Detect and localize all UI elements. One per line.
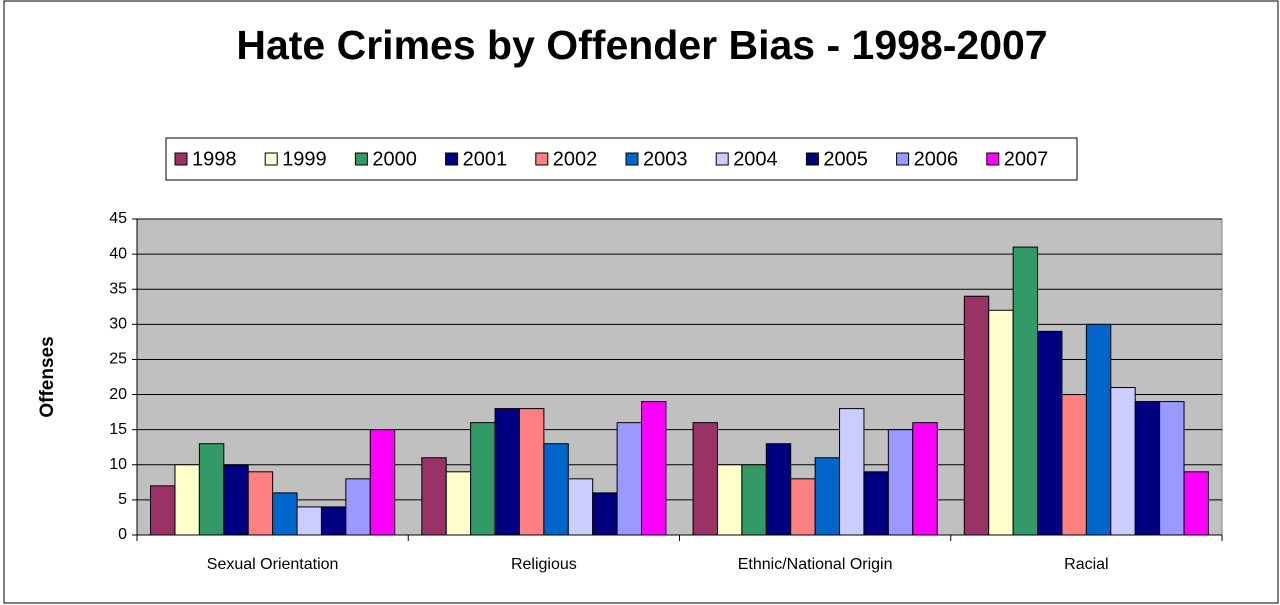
- bar: [616, 422, 643, 536]
- bar: [1012, 246, 1039, 536]
- y-tick-label: 30: [109, 316, 127, 333]
- bar: [369, 429, 396, 536]
- bar: [641, 401, 667, 536]
- legend-swatch: [805, 152, 819, 166]
- legend-swatch: [896, 152, 910, 166]
- bar: [765, 443, 792, 536]
- bar: [1085, 323, 1112, 536]
- bar: [839, 408, 865, 536]
- bar: [345, 478, 371, 536]
- legend-label: 2007: [1004, 148, 1049, 170]
- y-tick-label: 20: [109, 386, 127, 403]
- bar: [1061, 394, 1087, 536]
- bar: [592, 492, 618, 536]
- y-axis-label: Offenses: [37, 336, 58, 417]
- legend-label: 2005: [823, 148, 868, 170]
- bar: [716, 464, 743, 536]
- legend-label: 2006: [914, 148, 959, 170]
- legend-label: 2000: [372, 148, 417, 170]
- bar: [445, 471, 472, 536]
- x-tick-label: Religious: [511, 556, 577, 573]
- legend-label: 2004: [733, 148, 778, 170]
- y-tick-label: 10: [109, 456, 127, 473]
- bar: [567, 478, 594, 536]
- legend-swatch: [625, 152, 639, 166]
- bar: [1183, 471, 1209, 536]
- bar: [887, 429, 914, 536]
- x-tick-label: Ethnic/National Origin: [738, 556, 893, 573]
- y-tick-label: 25: [109, 351, 127, 368]
- bar: [814, 457, 841, 536]
- legend-label: 1998: [192, 148, 237, 170]
- bar: [692, 422, 718, 536]
- y-tick-label: 40: [109, 245, 127, 262]
- bar: [247, 471, 274, 536]
- bar: [198, 443, 225, 536]
- bar: [790, 478, 816, 536]
- bar: [421, 457, 447, 536]
- legend-swatch: [715, 152, 729, 166]
- x-tick-label: Sexual Orientation: [207, 556, 339, 573]
- legend-swatch: [354, 152, 368, 166]
- bar: [223, 464, 249, 536]
- y-tick-label: 15: [109, 421, 127, 438]
- y-tick-label: 0: [118, 526, 127, 543]
- legend-swatch: [535, 152, 549, 166]
- bar: [912, 422, 938, 536]
- bar: [518, 408, 545, 536]
- legend-swatch: [264, 152, 278, 166]
- legend-swatch: [445, 152, 459, 166]
- bar: [1037, 330, 1063, 536]
- legend-label: 2001: [463, 148, 508, 170]
- chart-title: Hate Crimes by Offender Bias - 1998-2007: [236, 22, 1047, 68]
- bar: [494, 408, 520, 536]
- bar: [963, 295, 990, 536]
- bar: [1159, 401, 1185, 536]
- bar: [1134, 401, 1161, 536]
- bar: [988, 309, 1014, 536]
- bar: [150, 485, 176, 536]
- y-tick-label: 5: [118, 491, 127, 508]
- bar: [470, 422, 496, 536]
- legend-label: 2002: [553, 148, 598, 170]
- bar: [296, 506, 322, 536]
- bar: [863, 471, 889, 536]
- y-tick-label: 35: [109, 280, 127, 297]
- bar: [543, 443, 569, 536]
- bar: [1110, 387, 1136, 536]
- legend-swatch: [174, 152, 188, 166]
- bar: [272, 492, 298, 536]
- bar: [174, 464, 200, 536]
- legend-box: [165, 137, 1078, 181]
- legend-swatch: [986, 152, 1000, 166]
- legend-label: 1999: [282, 148, 327, 170]
- legend-label: 2003: [643, 148, 688, 170]
- bar: [320, 506, 347, 536]
- y-tick-label: 45: [109, 210, 127, 227]
- bar: [741, 464, 767, 536]
- x-tick-label: Racial: [1064, 556, 1108, 573]
